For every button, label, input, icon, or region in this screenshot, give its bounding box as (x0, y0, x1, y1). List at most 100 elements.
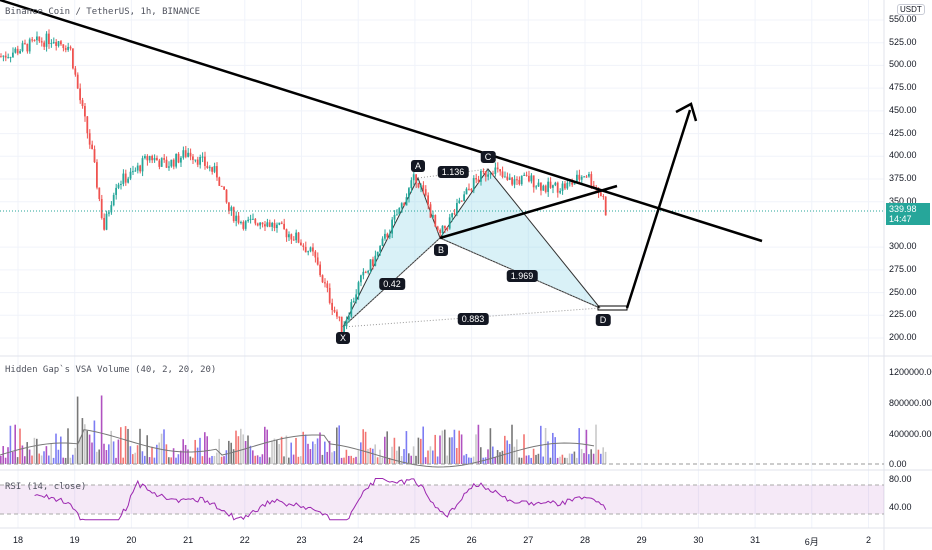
volume-bar (564, 457, 566, 464)
volume-bar (31, 455, 33, 464)
price-axis-label: 525.00 (889, 36, 917, 47)
volume-bar (160, 433, 163, 464)
candle (96, 162, 98, 188)
candle (391, 219, 393, 234)
candle (376, 251, 379, 256)
pattern-point-d: D (595, 314, 611, 326)
candle (252, 218, 254, 220)
candle (580, 176, 583, 180)
volume-bar (232, 449, 235, 464)
candle (189, 152, 192, 157)
candle (434, 215, 437, 227)
candle (254, 218, 257, 224)
volume-bar (81, 418, 84, 464)
candle (36, 36, 38, 41)
ratio-bcd: 1.969 (506, 270, 538, 282)
candle (424, 189, 427, 196)
volume-bar (266, 429, 268, 464)
volume-bar (146, 435, 148, 464)
volume-bar (398, 446, 400, 464)
volume-bar (249, 445, 252, 464)
candle (523, 174, 525, 176)
candle (134, 170, 137, 172)
candle (372, 259, 374, 266)
candle (7, 57, 9, 59)
volume-bar (600, 453, 602, 464)
candle (247, 219, 249, 222)
candle (124, 173, 127, 183)
price-axis-label: 550.00 (889, 14, 917, 24)
candle (33, 39, 36, 41)
candle (501, 171, 504, 178)
volume-bar (19, 428, 21, 464)
candle (148, 155, 151, 161)
candle (441, 225, 444, 234)
volume-bar (300, 456, 302, 464)
volume-bar (55, 433, 57, 464)
volume-bar (103, 443, 105, 464)
currency-button[interactable]: USDT (897, 4, 925, 15)
candle (506, 176, 509, 180)
candle (427, 195, 429, 205)
candle (559, 190, 561, 193)
candle (540, 182, 542, 191)
candle (381, 238, 384, 246)
candle (412, 174, 415, 181)
volume-bar (129, 446, 132, 464)
candle (290, 234, 293, 240)
candle (76, 74, 79, 89)
candle (244, 221, 247, 229)
volume-bar (223, 456, 225, 464)
volume-bar (240, 428, 242, 464)
candle (88, 133, 91, 145)
volume-bar (573, 451, 576, 464)
volume-bar (252, 450, 254, 464)
volume-bar (48, 455, 50, 464)
current-price: 339.98 (889, 204, 917, 214)
price-axis-label: 500.00 (889, 59, 917, 70)
date-axis-label: 19 (69, 535, 80, 545)
volume-bar (84, 424, 86, 464)
candle (602, 196, 605, 198)
candle (458, 200, 461, 204)
volume-bar (441, 430, 444, 464)
candle (518, 179, 521, 185)
candle (494, 167, 497, 175)
candle (417, 182, 420, 188)
volume-ma-line (0, 429, 595, 468)
candle (420, 185, 422, 188)
candle (21, 43, 24, 51)
volume-bar (96, 451, 98, 464)
volume-bar (184, 444, 187, 464)
volume-bar (196, 447, 199, 464)
volume-bar (220, 456, 223, 464)
volume-bar (60, 436, 62, 464)
volume-bar (175, 457, 177, 464)
candle (331, 302, 333, 311)
candle (492, 173, 494, 175)
volume-bar (136, 445, 139, 464)
volume-bar (148, 457, 151, 464)
volume-bar (7, 447, 9, 464)
candle (285, 229, 288, 238)
volume-bar (528, 455, 530, 464)
volume-bar (381, 457, 384, 464)
volume-bar (458, 430, 460, 464)
candle (364, 271, 367, 273)
candle (28, 39, 31, 52)
candle (141, 158, 144, 172)
volume-bar (427, 450, 429, 464)
volume-indicator-title[interactable]: Hidden Gap`s VSA Volume (40, 2, 20, 20) (5, 365, 217, 375)
candle (117, 184, 120, 188)
volume-bar (64, 457, 67, 464)
volume-bar (340, 457, 343, 464)
volume-bar (100, 395, 103, 464)
candle (122, 173, 125, 184)
candle (604, 196, 607, 216)
candle (223, 186, 225, 190)
candle (326, 283, 329, 288)
volume-bar (444, 429, 446, 464)
rsi-indicator-title[interactable]: RSI (14, close) (5, 482, 87, 492)
volume-bar (456, 448, 458, 464)
